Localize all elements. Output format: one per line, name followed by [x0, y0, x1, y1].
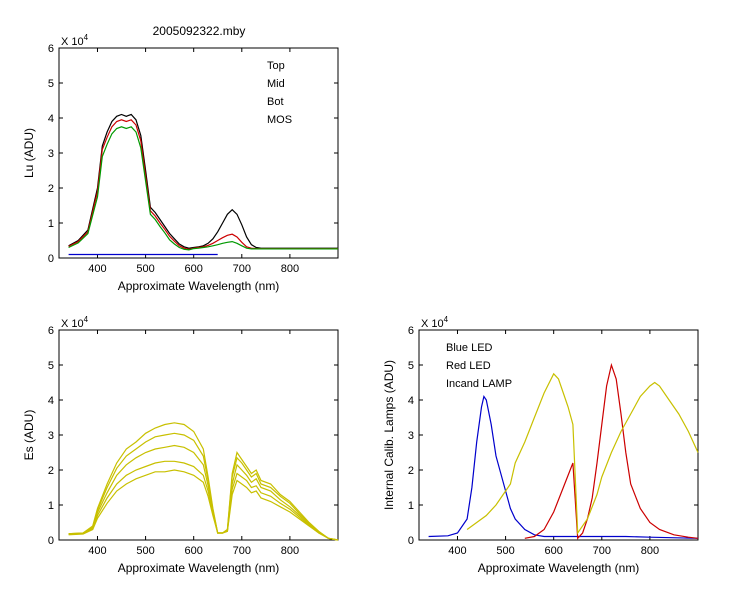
y-tick-label: 4	[48, 113, 54, 125]
lamps-series-blue-led	[428, 395, 699, 539]
legend-entry: Incand LAMP	[446, 378, 512, 390]
y-tick-label: 2	[48, 465, 54, 477]
y-tick-label: 2	[48, 183, 54, 195]
legend-entry: Mid	[267, 78, 285, 90]
y-tick-label: 4	[48, 395, 54, 407]
x-tick-label: 700	[233, 263, 251, 275]
figure-title: 2005092322.mby	[153, 24, 246, 38]
x-tick-label: 500	[496, 545, 514, 557]
lamps-series-red-led	[524, 362, 699, 540]
legend-entry: Bot	[267, 96, 284, 108]
y-tick-label: 0	[48, 535, 54, 547]
y-axis-label: Internal Calib. Lamps (ADU)	[382, 360, 396, 510]
y-axis-label: Lu (ADU)	[22, 128, 36, 178]
y-tick-label: 5	[48, 360, 54, 372]
es-series-1	[68, 422, 339, 541]
x-tick-label: 700	[233, 545, 251, 557]
x-tick-label: 600	[185, 263, 203, 275]
y-tick-label: 2	[408, 465, 414, 477]
y-tick-label: 1	[48, 500, 54, 512]
lu-chart: 0 1 2 3 4 5 6 400 500 600 700 800 X 104 Approximate W…	[22, 33, 339, 293]
lamps-chart: 0 1 2 3 4 5 6 400 500 600 700 800 X 104 Approximate W…	[382, 315, 699, 575]
lu-plot-frame	[58, 47, 339, 259]
y-multiplier-label: X 104	[61, 315, 89, 330]
y-multiplier-label: X 104	[421, 315, 449, 330]
x-tick-label: 600	[185, 545, 203, 557]
y-tick-label: 6	[48, 43, 54, 55]
x-axis-label: Approximate Wavelength (nm)	[118, 561, 280, 575]
es-chart: 0 1 2 3 4 5 6 400 500 600 700 800 X 104 Approximate W…	[22, 315, 339, 575]
y-tick-label: 4	[408, 395, 414, 407]
lu-series-top	[68, 113, 338, 249]
y-axis-label: Es (ADU)	[22, 410, 36, 461]
x-tick-label: 400	[448, 545, 466, 557]
x-tick-label: 800	[281, 263, 299, 275]
x-tick-label: 500	[136, 545, 154, 557]
y-tick-label: 0	[408, 535, 414, 547]
x-axis-label: Approximate Wavelength (nm)	[478, 561, 640, 575]
x-tick-label: 800	[641, 545, 659, 557]
lu-series-mid	[68, 119, 338, 250]
x-tick-label: 800	[281, 545, 299, 557]
es-series-3	[68, 444, 339, 541]
legend-entry: Top	[267, 60, 285, 72]
y-tick-label: 6	[48, 325, 54, 337]
x-tick-label: 400	[88, 263, 106, 275]
y-tick-label: 0	[48, 253, 54, 265]
y-tick-label: 3	[408, 430, 414, 442]
es-series-5	[68, 469, 339, 541]
x-tick-label: 600	[545, 545, 563, 557]
x-tick-label: 400	[88, 545, 106, 557]
x-tick-label: 500	[136, 263, 154, 275]
x-axis-label: Approximate Wavelength (nm)	[118, 279, 280, 293]
y-tick-label: 6	[408, 325, 414, 337]
y-tick-label: 3	[48, 430, 54, 442]
y-tick-label: 5	[48, 78, 54, 90]
y-tick-label: 3	[48, 148, 54, 160]
y-tick-label: 5	[408, 360, 414, 372]
lu-series-bot	[68, 126, 338, 251]
x-tick-label: 700	[593, 545, 611, 557]
legend-entry: Red LED	[446, 360, 491, 372]
legend-entry: Blue LED	[446, 342, 493, 354]
legend-entry: MOS	[267, 114, 292, 126]
lamps-series-incand-lamp	[466, 372, 699, 535]
y-tick-label: 1	[408, 500, 414, 512]
y-multiplier-label: X 104	[61, 33, 89, 48]
y-tick-label: 1	[48, 218, 54, 230]
